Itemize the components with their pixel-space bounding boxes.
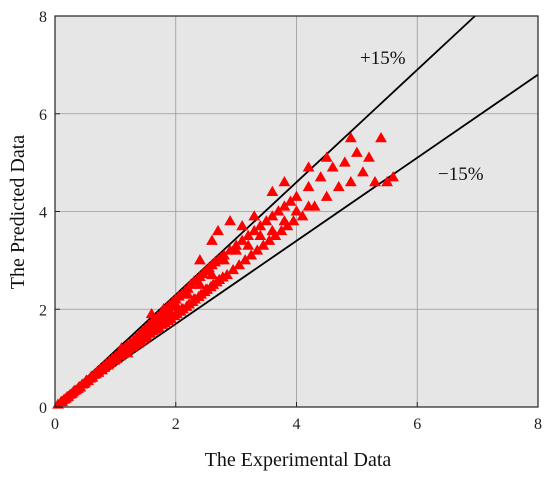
- data-point: [230, 244, 243, 255]
- data-point: [296, 210, 309, 221]
- data-point: [320, 151, 333, 162]
- data-point: [227, 263, 239, 275]
- data-point: [239, 254, 252, 265]
- x-tick-label: 6: [413, 416, 421, 433]
- data-point: [163, 305, 176, 316]
- data-point: [254, 229, 267, 240]
- data-point: [236, 219, 249, 231]
- y-axis-label: The Predicted Data: [7, 135, 29, 289]
- reference-line: [54, 73, 539, 408]
- data-point: [278, 215, 291, 226]
- data-point: [218, 254, 230, 265]
- data-point: [115, 342, 128, 353]
- data-point: [169, 300, 182, 311]
- annotation-minus-15: −15%: [438, 164, 484, 185]
- data-point: [206, 268, 218, 280]
- data-point: [290, 205, 303, 216]
- data-point: [187, 293, 200, 304]
- data-point: [278, 200, 291, 211]
- data-point: [266, 224, 279, 236]
- data-point: [181, 288, 194, 299]
- data-point: [266, 185, 279, 196]
- data-point: [254, 219, 267, 231]
- data-point: [320, 190, 333, 201]
- x-axis-label: The Experimental Data: [205, 449, 392, 471]
- y-tick-label: 4: [39, 205, 47, 222]
- data-point: [387, 171, 399, 182]
- data-point: [369, 175, 381, 187]
- data-point: [350, 146, 363, 157]
- data-point: [245, 249, 258, 260]
- data-point: [272, 205, 285, 216]
- data-point: [302, 180, 315, 192]
- x-tick-label: 8: [534, 416, 542, 433]
- data-point: [314, 171, 327, 182]
- data-point: [381, 175, 393, 187]
- data-point: [121, 347, 134, 358]
- data-point: [194, 254, 206, 265]
- data-point: [278, 175, 291, 187]
- data-point: [357, 166, 369, 177]
- reference-line: [54, 15, 476, 408]
- data-points: [52, 131, 399, 409]
- annotation-plus-15: +15%: [360, 48, 406, 69]
- data-point: [344, 175, 357, 187]
- data-point: [338, 156, 351, 167]
- data-point: [145, 322, 158, 333]
- data-point: [260, 215, 273, 226]
- data-point: [284, 195, 297, 206]
- data-point: [236, 234, 249, 245]
- data-point: [157, 312, 170, 324]
- data-point: [157, 303, 170, 314]
- y-tick-label: 0: [39, 400, 47, 417]
- data-point: [290, 190, 303, 201]
- data-point: [139, 327, 152, 338]
- x-tick-label: 0: [51, 416, 59, 433]
- data-point: [248, 224, 261, 236]
- data-point: [248, 210, 261, 221]
- data-point: [375, 131, 387, 143]
- y-tick-label: 8: [39, 9, 47, 26]
- data-point: [257, 239, 270, 250]
- ticks: 0 2 4 6 8 0 2 4 6 8: [39, 9, 542, 433]
- data-point: [133, 334, 146, 346]
- data-point: [233, 259, 246, 270]
- data-point: [287, 215, 300, 226]
- data-point: [363, 151, 375, 162]
- data-point: [206, 234, 218, 245]
- data-point: [266, 210, 279, 221]
- data-point: [326, 161, 339, 172]
- data-point: [302, 161, 315, 172]
- y-tick-label: 6: [39, 107, 47, 124]
- y-tick-label: 2: [39, 302, 47, 319]
- data-point: [263, 234, 276, 245]
- data-point: [344, 131, 357, 143]
- data-point: [224, 215, 236, 226]
- data-point: [251, 244, 264, 255]
- data-point: [145, 307, 158, 319]
- data-point: [194, 278, 206, 289]
- data-point: [275, 224, 288, 236]
- data-point: [242, 239, 255, 250]
- data-point: [200, 283, 212, 294]
- data-point: [212, 224, 224, 236]
- x-tick-label: 2: [172, 416, 180, 433]
- x-tick-label: 4: [293, 416, 301, 433]
- reference-lines: [54, 15, 539, 408]
- data-point: [242, 229, 255, 240]
- data-point: [221, 268, 233, 280]
- data-point: [302, 200, 315, 211]
- data-point: [332, 180, 345, 192]
